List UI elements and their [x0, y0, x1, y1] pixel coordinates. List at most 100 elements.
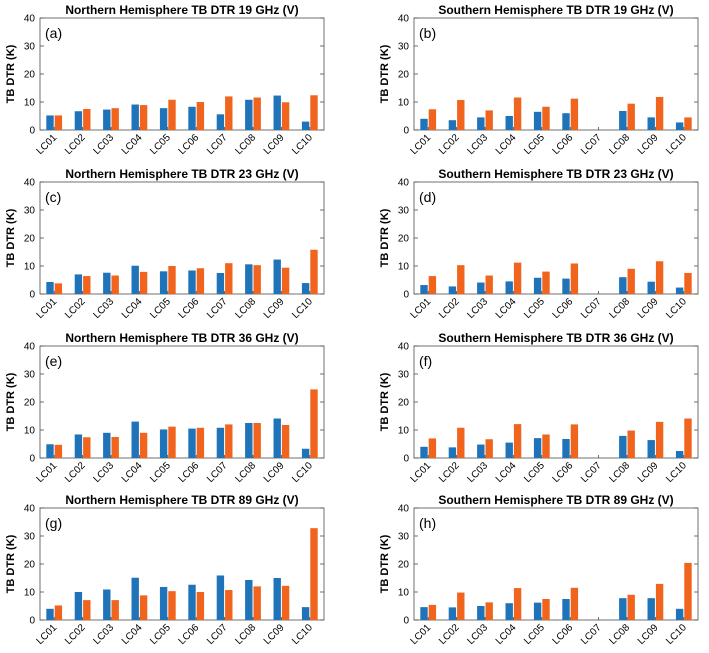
bar-series_b	[196, 268, 205, 294]
y-tick-label: 30	[398, 532, 410, 543]
category-label: LC05	[522, 460, 547, 485]
category-label: LC08	[607, 132, 632, 157]
y-axis-title: TB DTR (K)	[5, 372, 17, 431]
bar-series_a	[301, 283, 310, 294]
bar-series_a	[131, 421, 139, 458]
category-label: LC05	[522, 622, 547, 647]
bar-series_a	[74, 592, 83, 620]
category-label: LC02	[437, 296, 462, 321]
category-label: LC07	[579, 132, 604, 157]
bar-series_b	[570, 98, 579, 130]
bar-series_a	[273, 578, 281, 620]
panel-label: (c)	[45, 189, 61, 205]
bar-series_a	[74, 434, 83, 458]
bar-series_a	[420, 446, 428, 458]
category-label: LC07	[579, 296, 604, 321]
axes-box	[39, 181, 325, 295]
panel-label: (d)	[419, 189, 436, 205]
bar-series_a	[619, 277, 627, 294]
category-label: LC10	[290, 296, 315, 321]
chart-panel: Southern Hemisphere TB DTR 36 GHz (V) 0 10…	[379, 331, 699, 485]
category-label: LC06	[551, 132, 576, 157]
y-axis-title: TB DTR (K)	[379, 372, 391, 431]
category-label: LC06	[551, 460, 576, 485]
y-tick-label: 30	[398, 42, 410, 53]
y-tick-label: 10	[398, 426, 410, 437]
bar-series_b	[310, 249, 318, 294]
bar-series_b	[111, 108, 119, 130]
category-label: LC10	[290, 622, 315, 647]
bar-series_a	[675, 287, 684, 294]
bar-series_b	[281, 267, 290, 294]
bar-series_a	[188, 428, 196, 458]
bar-series_a	[647, 440, 655, 458]
y-tick-label: 10	[24, 426, 36, 437]
bar-series_a	[301, 121, 310, 130]
bar-series_b	[196, 427, 205, 458]
bar-series_a	[131, 265, 139, 294]
bar-series_b	[457, 427, 465, 458]
bar-series_a	[477, 282, 485, 294]
y-axis-title: TB DTR (K)	[5, 44, 17, 103]
axes-box	[39, 345, 325, 459]
bar-series_b	[513, 97, 522, 130]
bar-series_b	[485, 602, 493, 620]
bar-series_b	[655, 261, 664, 294]
bar-series_a	[647, 598, 655, 620]
bar-series_b	[111, 600, 119, 620]
bar-series_b	[83, 437, 91, 458]
category-label: LC04	[494, 132, 519, 157]
category-label: LC09	[636, 622, 661, 647]
y-axis-title: TB DTR (K)	[379, 208, 391, 267]
bar-series_a	[562, 438, 570, 458]
bar-series_a	[46, 608, 54, 620]
bar-series_b	[168, 99, 176, 130]
bar-series_b	[542, 599, 550, 620]
bar-series_b	[54, 605, 63, 620]
category-label: LC10	[664, 622, 689, 647]
bar-series_a	[675, 122, 684, 130]
bar-series_a	[188, 106, 196, 130]
bar-series_b	[253, 97, 261, 130]
category-label: LC03	[91, 132, 116, 157]
bar-series_b	[281, 102, 290, 130]
bar-series_b	[54, 444, 63, 458]
category-label: LC08	[233, 622, 258, 647]
y-tick-label: 0	[403, 290, 409, 301]
panel-title: Northern Hemisphere TB DTR 23 GHz (V)	[65, 167, 298, 181]
bar-series_a	[448, 607, 457, 620]
bar-series_a	[647, 117, 655, 130]
category-label: LC03	[91, 296, 116, 321]
category-label: LC05	[148, 622, 173, 647]
category-label: LC07	[205, 460, 230, 485]
y-tick-label: 20	[398, 70, 410, 81]
bar-series_b	[225, 590, 233, 620]
category-label: LC06	[177, 296, 202, 321]
y-tick-label: 20	[24, 398, 36, 409]
category-label: LC09	[636, 296, 661, 321]
bar-series_a	[533, 438, 542, 458]
category-label: LC08	[607, 460, 632, 485]
bar-series_b	[570, 263, 579, 294]
bar-series_a	[420, 607, 428, 620]
bar-series_b	[485, 110, 493, 130]
bar-series_a	[562, 599, 570, 620]
bar-series_b	[655, 421, 664, 458]
bar-series_b	[655, 96, 664, 130]
category-label: LC05	[148, 460, 173, 485]
category-label: LC08	[233, 132, 258, 157]
bar-series_a	[505, 603, 513, 620]
bar-series_b	[54, 115, 63, 130]
bar-series_b	[83, 109, 91, 130]
bar-series_a	[159, 108, 168, 130]
bar-series_b	[627, 268, 635, 294]
bar-series_a	[619, 435, 627, 458]
y-tick-label: 10	[398, 588, 410, 599]
bar-series_b	[139, 271, 148, 294]
category-label: LC07	[579, 460, 604, 485]
category-label: LC09	[262, 132, 287, 157]
bar-series_a	[74, 274, 83, 294]
bar-series_a	[131, 104, 139, 130]
category-label: LC04	[120, 132, 145, 157]
y-tick-label: 40	[398, 504, 410, 515]
